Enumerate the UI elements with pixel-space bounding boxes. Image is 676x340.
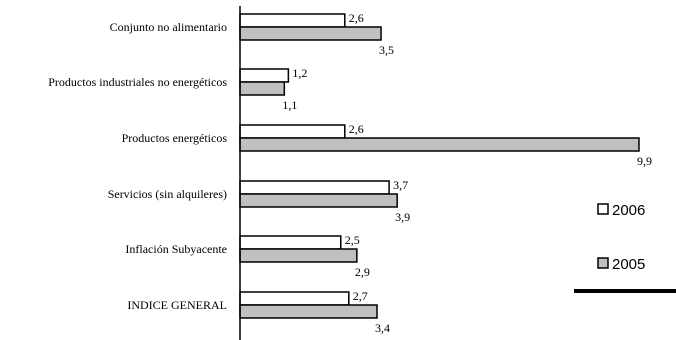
category-labels: Conjunto no alimentario Productos industr… [48,20,227,312]
bar-2005-productos-industriales-no-energeticos [239,81,286,96]
bar-2006-productos-energeticos [239,124,346,139]
value-label-2005-productos-energeticos: 9,9 [637,154,652,168]
category-label-indice-general: INDICE GENERAL [127,298,227,312]
value-label-2006-productos-energeticos: 2,6 [349,122,364,136]
bar-2005-indice-general [239,304,378,319]
bar-2005-inflacion-subyacente [239,248,358,263]
value-label-2005-indice-general: 3,4 [375,321,390,335]
bars-group [239,13,640,319]
bar-2006-inflacion-subyacente [239,235,342,250]
category-label-conjunto-no-alimentario: Conjunto no alimentario [110,20,227,34]
category-label-productos-industriales-no-energeticos: Productos industriales no energéticos [48,75,227,89]
bar-2005-productos-energeticos [239,137,640,152]
category-label-productos-energeticos: Productos energéticos [122,131,228,145]
value-label-2006-servicios-sin-alquileres: 3,7 [393,178,408,192]
value-labels: 2,6 3,5 1,2 1,1 2,6 9,9 3,7 3,9 2,5 2,9 2,7 3,4 [282,11,652,335]
value-label-2005-inflacion-subyacente: 2,9 [355,265,370,279]
legend-label-2006: 2006 [612,202,645,219]
legend-swatch-2006 [597,203,609,215]
legend: 2006 2005 [597,202,645,273]
category-label-inflacion-subyacente: Inflación Subyacente [125,242,227,256]
value-label-2006-indice-general: 2,7 [353,289,368,303]
value-label-2006-conjunto-no-alimentario: 2,6 [349,11,364,25]
legend-label-2005: 2005 [612,256,645,273]
category-label-servicios-sin-alquileres: Servicios (sin alquileres) [108,187,227,201]
value-label-2006-inflacion-subyacente: 2,5 [345,233,360,247]
value-label-2006-productos-industriales-no-energeticos: 1,2 [292,66,307,80]
value-label-2005-productos-industriales-no-energeticos: 1,1 [282,98,297,112]
bar-2005-servicios-sin-alquileres [239,193,398,208]
bar-2006-servicios-sin-alquileres [239,180,390,195]
bar-2005-conjunto-no-alimentario [239,26,382,41]
bar-2006-productos-industriales-no-energeticos [239,68,290,83]
value-label-2005-servicios-sin-alquileres: 3,9 [395,210,410,224]
value-label-2005-conjunto-no-alimentario: 3,5 [379,43,394,57]
bar-2006-indice-general [239,291,350,306]
bar-2006-conjunto-no-alimentario [239,13,346,28]
legend-swatch-2005 [597,257,609,269]
